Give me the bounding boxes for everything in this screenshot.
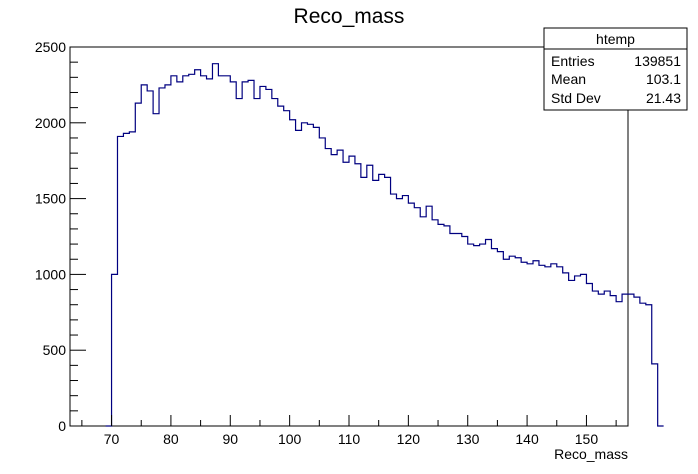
stats-box-frame [543, 27, 688, 111]
x-tick-label: 150 [575, 431, 599, 447]
chart-title: Reco_mass [294, 5, 405, 28]
stats-box-title: htemp [596, 31, 635, 47]
y-tick-label: 0 [58, 418, 66, 434]
stats-mean-value: 103.1 [646, 71, 681, 87]
x-tick-label: 140 [515, 431, 539, 447]
stats-entries-label: Entries [551, 53, 595, 69]
x-tick-label: 130 [456, 431, 480, 447]
y-tick-label: 2000 [35, 115, 66, 131]
x-axis-title: Reco_mass [554, 446, 628, 462]
stats-mean-label: Mean [551, 71, 586, 87]
x-tick-label: 70 [104, 431, 120, 447]
y-axis: 0 500 1000 1500 2000 2500 [35, 39, 86, 434]
x-axis: 70 80 90 100 110 120 130 140 150 [81, 415, 617, 447]
y-tick-label: 2500 [35, 39, 66, 55]
y-tick-label: 1000 [35, 266, 66, 282]
stats-stddev-value: 21.43 [646, 90, 681, 106]
x-tick-label: 120 [397, 431, 421, 447]
x-tick-label: 100 [278, 431, 302, 447]
stats-box: htemp Entries 139851 Mean 103.1 Std Dev … [543, 27, 688, 111]
stats-stddev-label: Std Dev [551, 90, 601, 106]
y-tick-label: 1500 [35, 191, 66, 207]
x-tick-label: 80 [163, 431, 179, 447]
x-tick-label: 90 [222, 431, 238, 447]
histogram-line [105, 63, 664, 427]
y-tick-label: 500 [43, 342, 67, 358]
x-tick-label: 110 [338, 431, 361, 447]
plot-area: 70 80 90 100 110 120 130 140 150 0 500 1000 1500 200… [35, 39, 664, 447]
stats-entries-value: 139851 [634, 53, 681, 69]
